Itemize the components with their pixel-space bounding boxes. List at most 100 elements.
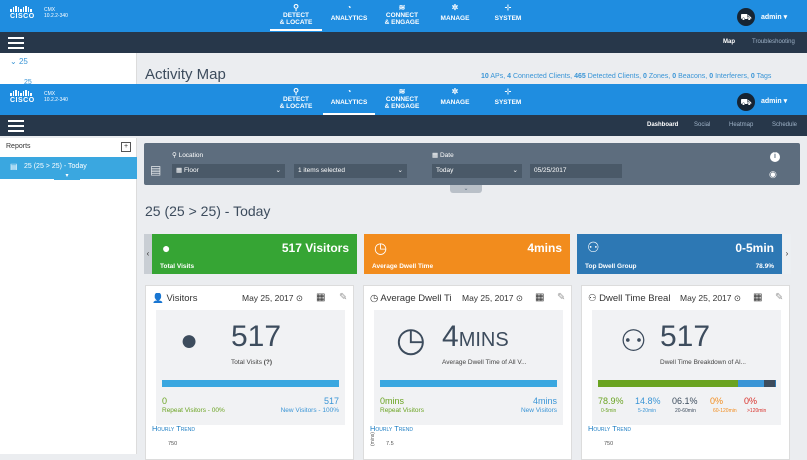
nav-analytics[interactable]: ◔ANALYTICS [323, 3, 375, 22]
user-menu[interactable]: admin ▾ [761, 97, 787, 105]
grid-icon[interactable]: ▦ [535, 292, 544, 303]
date-range-select[interactable]: Today⌄ [432, 164, 522, 178]
nav-system[interactable]: ⊹SYSTEM [482, 3, 534, 22]
repeat-visitors-value: 0 [162, 396, 167, 406]
card-body: ⚇ 517 Dwell Time Breakdown of Al... 78.9… [592, 310, 781, 425]
edit-icon[interactable]: ✎ [339, 292, 347, 303]
card-date[interactable]: May 25, 2017 ⊙ [462, 293, 523, 304]
grid-icon[interactable]: ▦ [316, 292, 325, 303]
breakdown-number: 517 [660, 320, 710, 354]
group-icon: ⚇ [620, 324, 647, 359]
kpi-next-arrow[interactable]: › [783, 234, 791, 274]
user-menu[interactable]: admin ▾ [761, 13, 787, 21]
filter-collapse-toggle[interactable]: ⌄ [450, 185, 482, 193]
edit-icon[interactable]: ✎ [775, 292, 783, 303]
new-report-icon[interactable]: + [121, 142, 131, 152]
gear-icon: ✲ [429, 3, 481, 12]
breakdown-range: >120min [747, 408, 766, 414]
kpi-total-visits[interactable]: ● 517 Visitors Total Visits [152, 234, 357, 274]
dwell-breakdown-bar [598, 380, 775, 387]
breakdown-range: 20-60min [675, 408, 696, 414]
breakdown-range: 5-20min [638, 408, 656, 414]
dwell-caption: Average Dwell Time of All V... [442, 359, 560, 366]
cart-icon[interactable]: ⛟ [737, 8, 755, 26]
back-page-title: Activity Map [145, 66, 226, 83]
report-title: 25 (25 > 25) - Today [145, 203, 270, 219]
reports-sidebar: Reports + ▤ 25 (25 > 25) - Today ▾ [0, 138, 137, 454]
nav-manage[interactable]: ✲MANAGE [429, 87, 481, 106]
hamburger-menu-icon[interactable] [8, 120, 24, 135]
card-title: Visitors [166, 293, 197, 304]
breakdown-caption: Dwell Time Breakdown of Al... [660, 359, 778, 366]
cart-icon[interactable]: ⛟ [737, 93, 755, 111]
card-date[interactable]: May 25, 2017 ⊙ [242, 293, 303, 304]
nav-connect-engage[interactable]: ≋CONNECT& ENGAGE [376, 87, 428, 110]
hamburger-menu-icon[interactable] [8, 37, 24, 52]
dwell-number: 4MINS [442, 320, 509, 354]
stopwatch-icon: ◷ [396, 320, 426, 360]
report-doc-icon: ▤ [150, 163, 161, 177]
new-dwell-label: New Visitors [521, 407, 557, 414]
grid-icon[interactable]: ▦ [753, 292, 762, 303]
gauge-icon: ◔ [323, 3, 375, 12]
info-icon[interactable]: i [770, 152, 780, 162]
card-date[interactable]: May 25, 2017 ⊙ [680, 293, 741, 304]
nav-detect-locate[interactable]: ⚲DETECT& LOCATE [270, 3, 322, 31]
breakdown-segment-0-5min [598, 380, 738, 387]
axis-tick: 750 [604, 441, 613, 447]
nav-connect-engage[interactable]: ≋CONNECT& ENGAGE [376, 3, 428, 26]
gauge-icon: ◔ [323, 87, 375, 96]
sublink-social[interactable]: Social [694, 122, 710, 128]
document-icon: ▤ [10, 162, 18, 171]
dwell-split-bar [380, 380, 557, 387]
sub-navbar: Dashboard Social Heatmap Schedule [0, 115, 807, 136]
back-sidebar-item[interactable]: ⌄ 25 [10, 57, 28, 66]
hourly-trend-title: Hourly Trend [152, 424, 195, 433]
hourly-trend-title: Hourly Trend [588, 424, 631, 433]
nav-analytics[interactable]: ◔ANALYTICS [323, 87, 375, 115]
sitemap-icon: ⊹ [482, 87, 534, 96]
sublink-dashboard[interactable]: Dashboard [647, 122, 678, 128]
hourly-trend-title: Hourly Trend [370, 424, 413, 433]
group-icon: ⚇ [588, 293, 597, 304]
average-dwell-card: ◷ Average Dwell Ti May 25, 2017 ⊙ ▦ ✎ ◷ … [363, 285, 572, 460]
visitors-split-bar [162, 380, 339, 387]
breakdown-percent: 78.9% [598, 396, 624, 406]
dwell-breakdown-card: ⚇ Dwell Time Breal May 25, 2017 ⊙ ▦ ✎ ⚇ … [581, 285, 790, 460]
items-select[interactable]: 1 items selected⌄ [294, 164, 407, 178]
sublink-troubleshooting[interactable]: Troubleshooting [752, 39, 795, 45]
edit-icon[interactable]: ✎ [557, 292, 565, 303]
axis-tick: 750 [168, 441, 177, 447]
person-icon: 👤 [152, 293, 164, 304]
floor-select[interactable]: ▦ Floor⌄ [172, 164, 285, 178]
nav-manage[interactable]: ✲MANAGE [429, 3, 481, 22]
sidebar-item-report[interactable]: ▤ 25 (25 > 25) - Today ▾ [0, 157, 137, 179]
visits-number: 517 [231, 320, 281, 354]
new-dwell-value: 4mins [533, 396, 557, 406]
gear-icon: ✲ [429, 87, 481, 96]
wifi-icon: ≋ [376, 87, 428, 96]
sublink-heatmap[interactable]: Heatmap [729, 122, 753, 128]
nav-system[interactable]: ⊹SYSTEM [482, 87, 534, 106]
group-icon: ⚇ [587, 239, 600, 256]
visitors-card: 👤 Visitors May 25, 2017 ⊙ ▦ ✎ ● 517 Tota… [145, 285, 354, 460]
kpi-prev-arrow[interactable]: ‹ [144, 234, 152, 274]
sublink-schedule[interactable]: Schedule [772, 122, 797, 128]
kpi-average-dwell[interactable]: ◷ 4mins Average Dwell Time [364, 234, 570, 274]
stopwatch-icon: ◷ [374, 239, 387, 257]
filter-bar: ▤ ⚲ Location ▦ Floor⌄ 1 items selected⌄ … [144, 143, 800, 185]
kpi-top-dwell-group[interactable]: ⚇ 0-5min Top Dwell Group 78.9% [577, 234, 782, 274]
date-input[interactable]: 05/25/2017 [530, 164, 622, 178]
back-sidebar: ⌄ 25 25 [0, 53, 137, 85]
nav-detect-locate[interactable]: ⚲DETECT& LOCATE [270, 87, 322, 110]
breakdown-percent: 0% [710, 396, 723, 406]
back-sub-navbar: Map Troubleshooting [0, 32, 807, 53]
eye-icon[interactable]: ◉ [769, 169, 777, 180]
sitemap-icon: ⊹ [482, 3, 534, 12]
breakdown-percent: 14.8% [635, 396, 661, 406]
breakdown-segment-20-60min [764, 380, 775, 387]
collapse-handle[interactable]: ▾ [54, 172, 80, 180]
sublink-map[interactable]: Map [723, 39, 735, 45]
